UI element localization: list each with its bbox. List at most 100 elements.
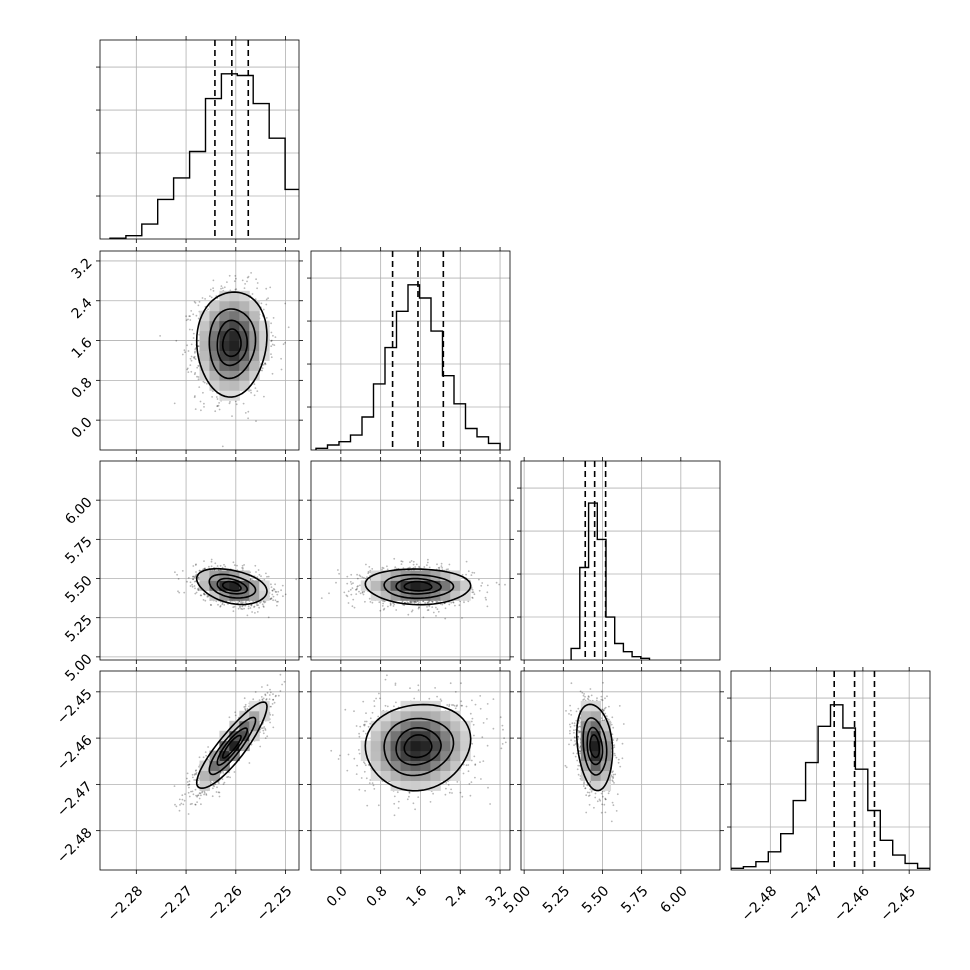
sample-point xyxy=(422,616,425,619)
sample-point xyxy=(436,600,439,603)
density-cell xyxy=(440,590,451,601)
sample-point xyxy=(582,694,585,697)
sample-point xyxy=(214,410,217,413)
sample-point xyxy=(196,801,199,803)
density-cell xyxy=(370,580,382,591)
sample-point xyxy=(367,570,370,573)
density-cell xyxy=(249,360,260,371)
sample-point xyxy=(411,600,414,603)
density-cell xyxy=(440,580,451,591)
density-cell xyxy=(199,580,210,591)
sample-point xyxy=(402,567,405,569)
sample-point xyxy=(212,279,215,282)
sample-point xyxy=(264,362,267,365)
sample-point xyxy=(369,601,372,603)
sample-point xyxy=(203,560,205,562)
sample-point xyxy=(615,739,618,742)
sample-point xyxy=(581,691,584,694)
sample-point xyxy=(253,383,256,385)
density-cell xyxy=(199,340,210,351)
sample-point xyxy=(394,684,397,686)
density-cell xyxy=(259,330,270,342)
sample-point xyxy=(586,784,589,787)
sample-point xyxy=(347,602,350,604)
sample-point xyxy=(189,585,192,587)
sample-point xyxy=(194,803,197,806)
sample-point xyxy=(267,297,269,300)
sample-point xyxy=(193,300,196,303)
sample-point xyxy=(471,597,474,599)
sample-point xyxy=(573,744,575,746)
sample-point xyxy=(353,606,356,609)
sample-point xyxy=(363,576,365,579)
sample-point xyxy=(587,698,590,701)
density-cell xyxy=(380,760,392,771)
sample-point xyxy=(479,695,482,697)
sample-point xyxy=(197,304,200,307)
scatter-3-1 xyxy=(330,674,507,817)
sample-point xyxy=(578,731,580,734)
sample-point xyxy=(413,601,416,603)
sample-point xyxy=(480,778,482,780)
sample-point xyxy=(234,711,237,714)
sample-point xyxy=(350,583,353,585)
sample-point xyxy=(215,600,218,603)
sample-point xyxy=(471,589,474,591)
sample-point xyxy=(203,406,205,408)
density-cell xyxy=(239,340,250,351)
sample-point xyxy=(190,310,193,312)
sample-point xyxy=(270,331,273,334)
sample-point xyxy=(241,604,244,607)
sample-point xyxy=(203,456,205,458)
sample-point xyxy=(600,698,603,701)
sample-point xyxy=(175,805,178,808)
sample-point xyxy=(191,583,194,586)
sample-point xyxy=(604,798,607,801)
sample-point xyxy=(363,770,366,773)
sample-point xyxy=(256,611,259,613)
sample-point xyxy=(270,339,273,342)
sample-point xyxy=(241,564,244,567)
sample-point xyxy=(195,769,198,772)
sample-point xyxy=(435,600,438,603)
sample-point xyxy=(355,588,357,591)
sample-point xyxy=(578,725,580,728)
density-cell xyxy=(390,760,402,771)
sample-point xyxy=(270,345,273,348)
sample-point xyxy=(614,754,616,757)
sample-point xyxy=(584,695,586,698)
sample-point xyxy=(486,591,489,594)
sample-point xyxy=(200,409,202,412)
sample-point xyxy=(492,698,495,700)
sample-point xyxy=(209,603,212,606)
sample-point xyxy=(202,756,205,759)
sample-point xyxy=(426,561,429,564)
sample-point xyxy=(209,288,212,291)
sample-point xyxy=(565,766,568,769)
sample-point xyxy=(436,563,438,566)
sample-point xyxy=(437,610,440,613)
sample-point xyxy=(479,707,482,710)
sample-point xyxy=(381,568,383,571)
density-cell xyxy=(370,730,382,742)
sample-point xyxy=(600,695,603,698)
density-cell xyxy=(380,710,392,722)
sample-point xyxy=(474,703,477,706)
sample-point xyxy=(192,575,195,578)
sample-point xyxy=(575,710,578,713)
sample-point xyxy=(614,773,617,776)
sample-point xyxy=(262,363,265,366)
sample-point xyxy=(264,601,267,603)
density-cell xyxy=(430,730,441,742)
sample-point xyxy=(410,600,412,603)
panel-frame-3-1 xyxy=(310,670,511,871)
sample-point xyxy=(189,315,191,317)
sample-point xyxy=(216,405,219,407)
sample-point xyxy=(361,591,364,593)
sample-point xyxy=(188,783,191,786)
sample-point xyxy=(189,357,192,360)
sample-point xyxy=(440,565,443,567)
sample-point xyxy=(197,364,200,367)
sample-point xyxy=(335,581,337,584)
sample-point xyxy=(229,776,232,779)
